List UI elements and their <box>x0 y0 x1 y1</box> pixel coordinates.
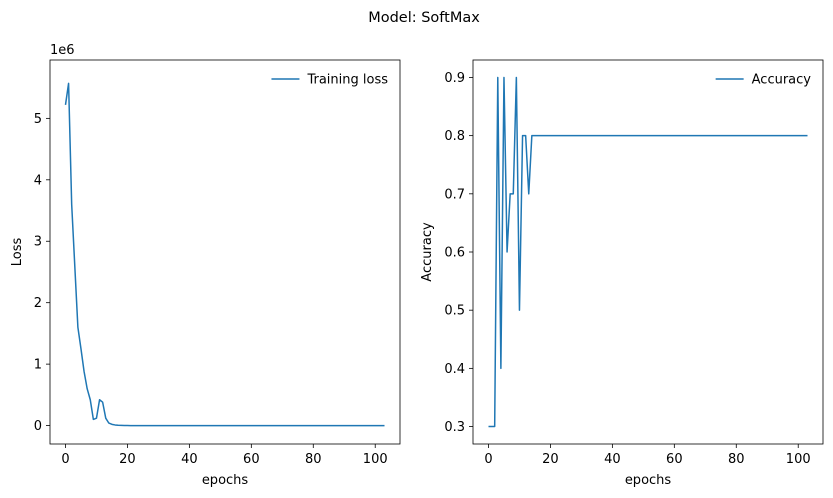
y-tick-label-0: 0 <box>34 419 42 434</box>
y-tick-label-1: 0.7 <box>444 187 465 202</box>
y-axis-label-1: Accuracy <box>420 222 435 282</box>
x-axis-label-0: epochs <box>202 473 249 488</box>
x-tick-label-1: 60 <box>666 452 683 467</box>
legend-label-0: Training loss <box>306 73 388 88</box>
y-offset-label-0: 1e6 <box>50 43 75 58</box>
y-tick-label-0: 1 <box>34 358 42 373</box>
y-tick-label-0: 5 <box>34 112 42 127</box>
y-tick-label-1: 0.3 <box>444 420 465 435</box>
y-tick-label-0: 2 <box>34 296 42 311</box>
series-line-1-0 <box>488 76 808 428</box>
accuracy-plot: 0 20 40 60 80 100 0.3 0.4 0.5 0.6 0.7 0.8 0.9 epochs A… <box>420 59 824 488</box>
x-tick-label-1: 100 <box>786 452 811 467</box>
x-tick-label-0: 60 <box>243 452 260 467</box>
plot-frame-0 <box>49 59 401 445</box>
y-tick-label-1: 0.4 <box>444 362 465 377</box>
loss-plot: 0 20 40 60 80 100 0 1 2 3 4 5 epochs Loss 1e6 Training … <box>10 43 401 488</box>
x-tick-label-0: 80 <box>305 452 322 467</box>
y-axis-label-0: Loss <box>10 238 25 267</box>
x-tick-label-1: 0 <box>484 452 492 467</box>
x-tick-label-0: 40 <box>181 452 198 467</box>
x-tick-label-0: 100 <box>363 452 388 467</box>
x-tick-label-1: 80 <box>728 452 745 467</box>
y-tick-label-1: 0.5 <box>444 304 465 319</box>
y-tick-label-1: 0.6 <box>444 246 465 261</box>
figure-title: Model: SoftMax <box>368 10 480 26</box>
y-tick-label-1: 0.8 <box>444 129 465 144</box>
x-tick-label-1: 20 <box>542 452 559 467</box>
legend-label-1: Accuracy <box>752 73 812 88</box>
y-tick-label-0: 4 <box>34 173 42 188</box>
x-tick-label-1: 40 <box>604 452 621 467</box>
plot-frame-1 <box>472 59 824 445</box>
series-line-0-0 <box>64 82 385 427</box>
x-axis-label-1: epochs <box>625 473 672 488</box>
y-tick-label-1: 0.9 <box>444 71 465 86</box>
x-tick-label-0: 0 <box>61 452 69 467</box>
y-tick-label-0: 3 <box>34 235 42 250</box>
x-tick-label-0: 20 <box>119 452 136 467</box>
